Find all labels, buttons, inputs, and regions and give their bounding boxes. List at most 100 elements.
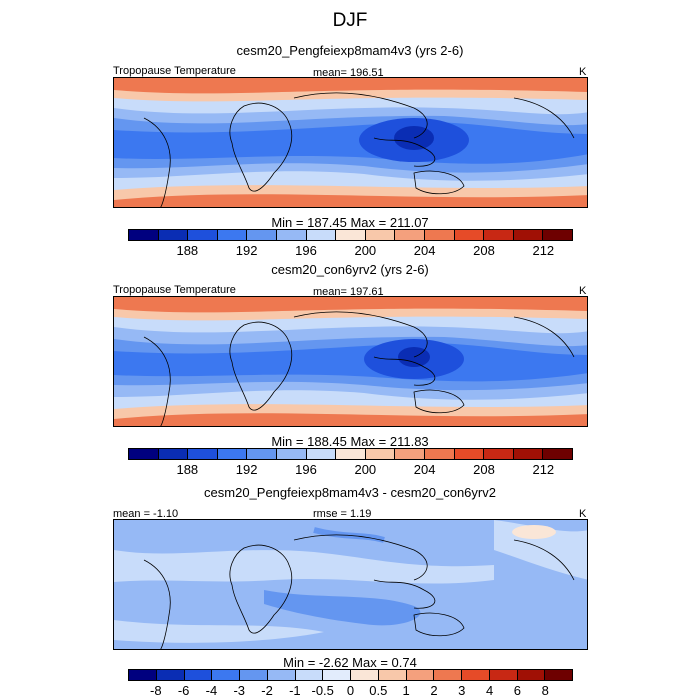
colorbar-swatch (454, 230, 485, 240)
colorbar-swatch (188, 230, 218, 240)
colorbar-swatch (276, 230, 307, 240)
panel-3-rmse-label: rmse = 1.19 (313, 508, 372, 520)
colorbar-swatch (247, 230, 277, 240)
colorbar-swatch (267, 670, 296, 680)
colorbar-swatch (489, 670, 518, 680)
colorbar-swatch (129, 449, 159, 459)
colorbar-swatch (240, 670, 268, 680)
colorbar-tick-label: -4 (205, 683, 218, 698)
colorbar-tick-label: -2 (261, 683, 273, 698)
panel-1-colorbar (128, 229, 573, 241)
colorbar-swatch (276, 449, 307, 459)
panel-3-subtitle: cesm20_Pengfeiexp8mam4v3 - cesm20_con6yr… (204, 485, 496, 500)
panel-2-colorbar-ticks: 188 192 196 200 204 208 212 (128, 462, 573, 478)
panel-3-mean-label: mean = -1.10 (113, 508, 179, 520)
panel-1-colorbar-ticks: 188 192 196 200 204 208 212 (128, 243, 573, 259)
colorbar-tick-label: 1 (402, 683, 410, 698)
colorbar-swatch (513, 230, 544, 240)
colorbar-swatch (336, 449, 366, 459)
colorbar-tick-label: 192 (235, 243, 258, 258)
colorbar-swatch (351, 670, 379, 680)
colorbar-swatch (517, 670, 546, 680)
colorbar-tick-label: 8 (541, 683, 549, 698)
panel-1-units-label: K (579, 66, 587, 78)
panel-3-colorbar-ticks: -8 -6 -4 -3 -2 -1 -0.5 0 0.5 1 2 3 4 6 8 (128, 683, 573, 699)
colorbar-tick-label: -6 (177, 683, 190, 698)
colorbar-swatch (156, 670, 185, 680)
colorbar-swatch (336, 230, 366, 240)
colorbar-tick-label: 208 (473, 243, 495, 258)
colorbar-tick-label: 188 (176, 243, 199, 258)
colorbar-swatch (365, 230, 396, 240)
colorbar-swatch (217, 230, 248, 240)
panel-2-variable-label: Tropopause Temperature (113, 284, 236, 296)
colorbar-swatch (513, 449, 544, 459)
panel-3-units-label: K (579, 508, 587, 520)
panel-2-units-label: K (579, 285, 587, 297)
colorbar-swatch (323, 670, 351, 680)
colorbar-swatch (184, 670, 213, 680)
colorbar-swatch (306, 449, 337, 459)
colorbar-swatch (484, 230, 514, 240)
colorbar-tick-label: 196 (295, 243, 317, 258)
colorbar-tick-label: 196 (295, 462, 317, 477)
colorbar-swatch (295, 670, 324, 680)
colorbar-tick-label: 188 (176, 462, 199, 477)
colorbar-swatch (158, 449, 189, 459)
colorbar-swatch (543, 230, 572, 240)
colorbar-swatch (395, 449, 425, 459)
panel-2-subtitle: cesm20_con6yrv2 (yrs 2-6) (271, 262, 429, 277)
colorbar-swatch (424, 230, 455, 240)
colorbar-tick-label: -0.5 (311, 683, 334, 698)
colorbar-swatch (545, 670, 572, 680)
panel-3-colorbar (128, 669, 573, 681)
colorbar-tick-label: -8 (150, 683, 162, 698)
colorbar-tick-label: 212 (532, 243, 555, 258)
panel-2-minmax: Min = 188.45 Max = 211.83 (271, 434, 429, 449)
colorbar-swatch (217, 449, 248, 459)
colorbar-tick-label: 200 (354, 462, 377, 477)
colorbar-tick-label: 2 (430, 683, 438, 698)
panel-3-minmax: Min = -2.62 Max = 0.74 (283, 655, 417, 670)
colorbar-swatch (365, 449, 396, 459)
colorbar-swatch (306, 230, 337, 240)
figure-title: DJF (332, 10, 368, 31)
colorbar-swatch (543, 449, 572, 459)
colorbar-tick-label: 204 (413, 243, 436, 258)
colorbar-swatch (424, 449, 455, 459)
colorbar-tick-label: -3 (233, 683, 246, 698)
colorbar-swatch (158, 230, 189, 240)
colorbar-swatch (247, 449, 277, 459)
colorbar-tick-label: 0.5 (369, 683, 388, 698)
colorbar-tick-label: -1 (289, 683, 301, 698)
colorbar-swatch (188, 449, 218, 459)
colorbar-swatch (212, 670, 240, 680)
colorbar-swatch (129, 670, 157, 680)
colorbar-tick-label: 4 (485, 683, 494, 698)
colorbar-swatch (395, 230, 425, 240)
panel-2-colorbar (128, 448, 573, 460)
panel-3-map (113, 519, 588, 650)
panel-1-map (113, 77, 588, 208)
panel-1-variable-label: Tropopause Temperature (113, 65, 236, 77)
panel-2-map (113, 296, 588, 427)
colorbar-swatch (378, 670, 407, 680)
colorbar-swatch (484, 449, 514, 459)
colorbar-swatch (406, 670, 435, 680)
colorbar-tick-label: 204 (413, 462, 436, 477)
colorbar-tick-label: 192 (235, 462, 258, 477)
colorbar-tick-label: 212 (532, 462, 555, 477)
colorbar-tick-label: 200 (354, 243, 377, 258)
colorbar-tick-label: 208 (473, 462, 495, 477)
panel-1-minmax: Min = 187.45 Max = 211.07 (271, 215, 429, 230)
colorbar-swatch (434, 670, 462, 680)
colorbar-tick-label: 0 (346, 683, 355, 698)
colorbar-tick-label: 3 (458, 683, 466, 698)
colorbar-swatch (129, 230, 159, 240)
panel-2-mean-label: mean= 197.61 (313, 286, 384, 298)
panel-1-subtitle: cesm20_Pengfeiexp8mam4v3 (yrs 2-6) (236, 43, 464, 58)
colorbar-swatch (462, 670, 490, 680)
colorbar-swatch (454, 449, 485, 459)
panel-1-mean-label: mean= 196.51 (313, 67, 384, 79)
colorbar-tick-label: 6 (513, 683, 521, 698)
